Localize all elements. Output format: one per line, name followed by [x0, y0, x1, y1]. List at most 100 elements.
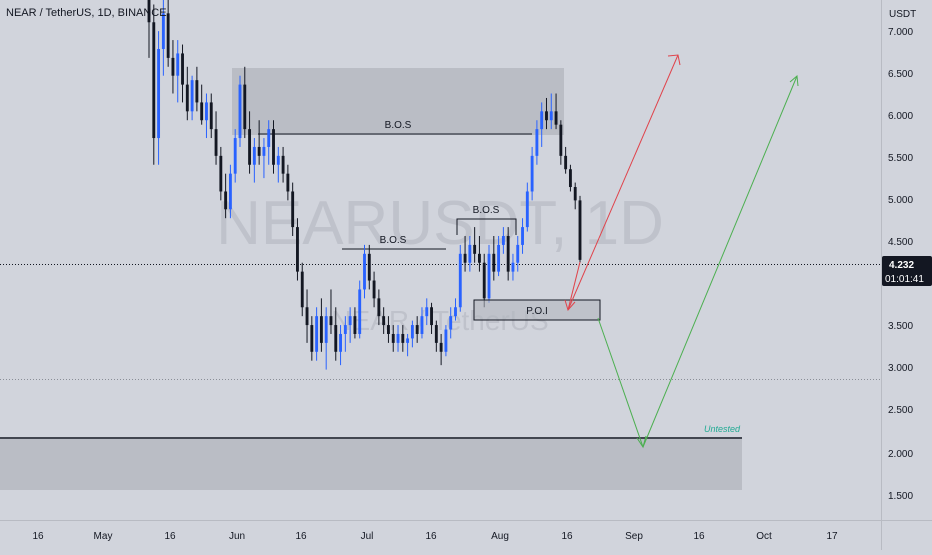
candle-body[interactable]	[377, 298, 380, 316]
candle-body[interactable]	[368, 254, 371, 281]
candle-body[interactable]	[339, 334, 342, 352]
candle-body[interactable]	[195, 80, 198, 102]
candle-body[interactable]	[229, 174, 232, 210]
candle-body[interactable]	[555, 111, 558, 124]
candle-body[interactable]	[320, 316, 323, 343]
candle-body[interactable]	[272, 129, 275, 165]
candle-body[interactable]	[488, 254, 491, 299]
candle-body[interactable]	[464, 254, 467, 263]
candle-body[interactable]	[483, 263, 486, 299]
x-tick: Aug	[491, 531, 509, 542]
candle-body[interactable]	[401, 334, 404, 343]
candle-body[interactable]	[358, 289, 361, 334]
candle-body[interactable]	[200, 102, 203, 120]
candle-body[interactable]	[397, 334, 400, 343]
candle-body[interactable]	[253, 147, 256, 165]
candle-body[interactable]	[330, 316, 333, 325]
candle-body[interactable]	[172, 58, 175, 76]
candle-body[interactable]	[444, 330, 447, 352]
candle-body[interactable]	[411, 325, 414, 338]
candle-body[interactable]	[502, 236, 505, 245]
candle-body[interactable]	[382, 316, 385, 325]
candle-body[interactable]	[392, 334, 395, 343]
candle-body[interactable]	[344, 325, 347, 334]
candle-body[interactable]	[277, 156, 280, 165]
candle-body[interactable]	[234, 138, 237, 174]
candle-body[interactable]	[545, 111, 548, 120]
candle-body[interactable]	[526, 191, 529, 227]
bos-label-2: B.O.S	[473, 205, 500, 216]
candle-body[interactable]	[454, 307, 457, 316]
candle-body[interactable]	[512, 263, 515, 272]
candle-body[interactable]	[325, 316, 328, 343]
candle-body[interactable]	[224, 191, 227, 209]
candle-body[interactable]	[176, 53, 179, 75]
candle-body[interactable]	[516, 245, 519, 263]
candle-body[interactable]	[315, 316, 318, 352]
x-tick: 17	[826, 531, 838, 542]
candle-body[interactable]	[306, 307, 309, 325]
x-tick: 16	[164, 531, 176, 542]
candle-body[interactable]	[430, 307, 433, 325]
candle-body[interactable]	[387, 325, 390, 334]
candle-body[interactable]	[569, 169, 572, 187]
demand-zone-untested[interactable]	[0, 439, 742, 490]
candle-body[interactable]	[286, 174, 289, 192]
candle-body[interactable]	[243, 85, 246, 130]
candle-body[interactable]	[363, 254, 366, 290]
candle-body[interactable]	[334, 325, 337, 352]
candle-body[interactable]	[152, 22, 155, 138]
candle-body[interactable]	[416, 325, 419, 334]
candle-body[interactable]	[310, 325, 313, 352]
candle-body[interactable]	[535, 129, 538, 156]
time-axis[interactable]	[0, 521, 882, 550]
candle-body[interactable]	[157, 49, 160, 138]
candle-body[interactable]	[559, 125, 562, 156]
candle-body[interactable]	[210, 102, 213, 129]
candle-body[interactable]	[258, 147, 261, 156]
candle-body[interactable]	[468, 245, 471, 263]
candle-body[interactable]	[550, 111, 553, 120]
candle-body[interactable]	[219, 156, 222, 192]
candle-body[interactable]	[435, 325, 438, 343]
candle-body[interactable]	[478, 254, 481, 263]
candle-body[interactable]	[349, 316, 352, 325]
candle-body[interactable]	[440, 343, 443, 352]
candle-body[interactable]	[373, 281, 376, 299]
watermark-symbol: NEARUSDT, 1D	[216, 189, 664, 258]
candle-body[interactable]	[191, 80, 194, 111]
candle-body[interactable]	[425, 307, 428, 316]
candle-body[interactable]	[282, 156, 285, 174]
candle-body[interactable]	[406, 338, 409, 342]
candle-body[interactable]	[181, 53, 184, 84]
candle-body[interactable]	[421, 316, 424, 334]
candle-body[interactable]	[497, 245, 500, 272]
candle-body[interactable]	[215, 129, 218, 156]
candle-body[interactable]	[186, 85, 189, 112]
candle-body[interactable]	[492, 254, 495, 272]
candle-body[interactable]	[262, 147, 265, 156]
candle-body[interactable]	[248, 129, 251, 165]
x-tick: 16	[425, 531, 437, 542]
candle-body[interactable]	[296, 227, 299, 272]
candle-body[interactable]	[473, 245, 476, 254]
candle-body[interactable]	[540, 111, 543, 129]
candle-body[interactable]	[449, 316, 452, 329]
candle-body[interactable]	[239, 85, 242, 138]
candle-body[interactable]	[507, 236, 510, 272]
candle-body[interactable]	[531, 156, 534, 192]
candle-body[interactable]	[353, 316, 356, 334]
candle-body[interactable]	[167, 13, 170, 58]
candle-body[interactable]	[267, 129, 270, 147]
candle-body[interactable]	[564, 156, 567, 169]
candle-body[interactable]	[301, 272, 304, 308]
y-tick: 5.000	[888, 195, 913, 206]
candle-body[interactable]	[291, 191, 294, 227]
candle-body[interactable]	[579, 200, 582, 259]
candle-body[interactable]	[521, 227, 524, 245]
y-tick: 1.500	[888, 491, 913, 502]
candle-body[interactable]	[205, 102, 208, 120]
candle-body[interactable]	[574, 187, 577, 200]
candle-body[interactable]	[459, 254, 462, 307]
